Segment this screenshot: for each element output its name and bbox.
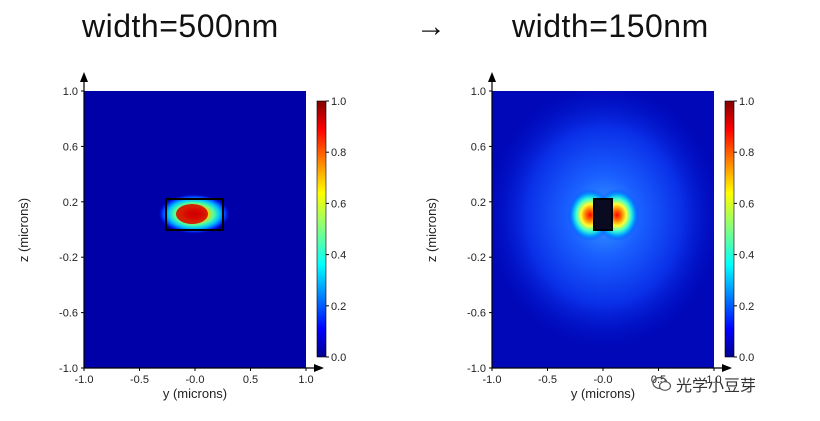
- heatmap-right: [492, 91, 714, 368]
- colorbar-tick-label-left: 0.8: [331, 147, 346, 159]
- x-tick-label-right: -0.5: [538, 374, 557, 386]
- y-axis-arrow-left: [80, 72, 88, 82]
- axes-left: [80, 72, 324, 372]
- colorbar-tick-label-right: 0.2: [739, 301, 754, 313]
- colorbar-tick-label-left: 0.4: [331, 250, 346, 262]
- x-axis-arrow-right: [722, 364, 732, 372]
- y-axis-label-right: z (microns): [424, 198, 439, 262]
- colorbar-tick-label-left: 0.0: [331, 352, 346, 364]
- watermark-text: 光学小豆芽: [676, 378, 757, 395]
- y-tick-label-right: 0.6: [471, 141, 486, 153]
- colorbar-left: [316, 100, 327, 358]
- axes-right: [488, 72, 732, 372]
- plot-title-right: width=150nm: [512, 8, 709, 44]
- x-tick-label-right: 1.0: [706, 374, 721, 386]
- y-tick-label-right: 0.2: [471, 197, 486, 209]
- y-tick-label-left: 1.0: [63, 86, 78, 98]
- colorbar-tick-label-right: 0.6: [739, 198, 754, 210]
- y-tick-label-right: -1.0: [467, 363, 486, 375]
- x-tick-label-left: -0.0: [186, 374, 205, 386]
- x-tick-label-right: -0.0: [594, 374, 613, 386]
- colorbar-tick-label-right: 0.0: [739, 352, 754, 364]
- x-tick-label-left: 0.5: [243, 374, 258, 386]
- colorbar-tick-label-left: 0.2: [331, 301, 346, 313]
- x-axis-label-left: y (microns): [163, 386, 227, 401]
- waveguide-right: [593, 198, 613, 231]
- heatmap-left: [84, 91, 306, 368]
- y-tick-label-left: 0.6: [63, 141, 78, 153]
- y-tick-label-left: -0.6: [59, 308, 78, 320]
- x-tick-label-left: -0.5: [130, 374, 149, 386]
- y-axis-arrow-right: [488, 72, 496, 82]
- y-tick-label-right: 1.0: [471, 86, 486, 98]
- colorbar-tick-label-right: 1.0: [739, 96, 754, 108]
- y-axis-label-left: z (microns): [16, 198, 31, 262]
- waveguide-outline-left: [165, 198, 224, 231]
- x-axis-label-right: y (microns): [571, 386, 635, 401]
- colorbar-tick-label-left: 1.0: [331, 96, 346, 108]
- watermark: 光学小豆芽: [652, 372, 756, 396]
- x-tick-label-left: -1.0: [75, 374, 94, 386]
- x-tick-label-right: -1.0: [483, 374, 502, 386]
- y-tick-label-left: 0.2: [63, 197, 78, 209]
- wechat-icon: [652, 376, 672, 392]
- y-tick-label-right: -0.2: [467, 252, 486, 264]
- y-tick-label-left: -0.2: [59, 252, 78, 264]
- arrow-icon: →: [416, 10, 446, 43]
- colorbar-tick-label-right: 0.4: [739, 250, 754, 262]
- plot-title-left: width=500nm: [82, 8, 279, 44]
- mode-core-left: [176, 204, 208, 224]
- x-axis-arrow-left: [314, 364, 324, 372]
- y-tick-label-left: -1.0: [59, 363, 78, 375]
- colorbar-tick-label-left: 0.6: [331, 198, 346, 210]
- colorbar-tick-label-right: 0.8: [739, 147, 754, 159]
- x-tick-label-left: 1.0: [298, 374, 313, 386]
- y-tick-label-right: -0.6: [467, 308, 486, 320]
- colorbar-right: [724, 100, 735, 358]
